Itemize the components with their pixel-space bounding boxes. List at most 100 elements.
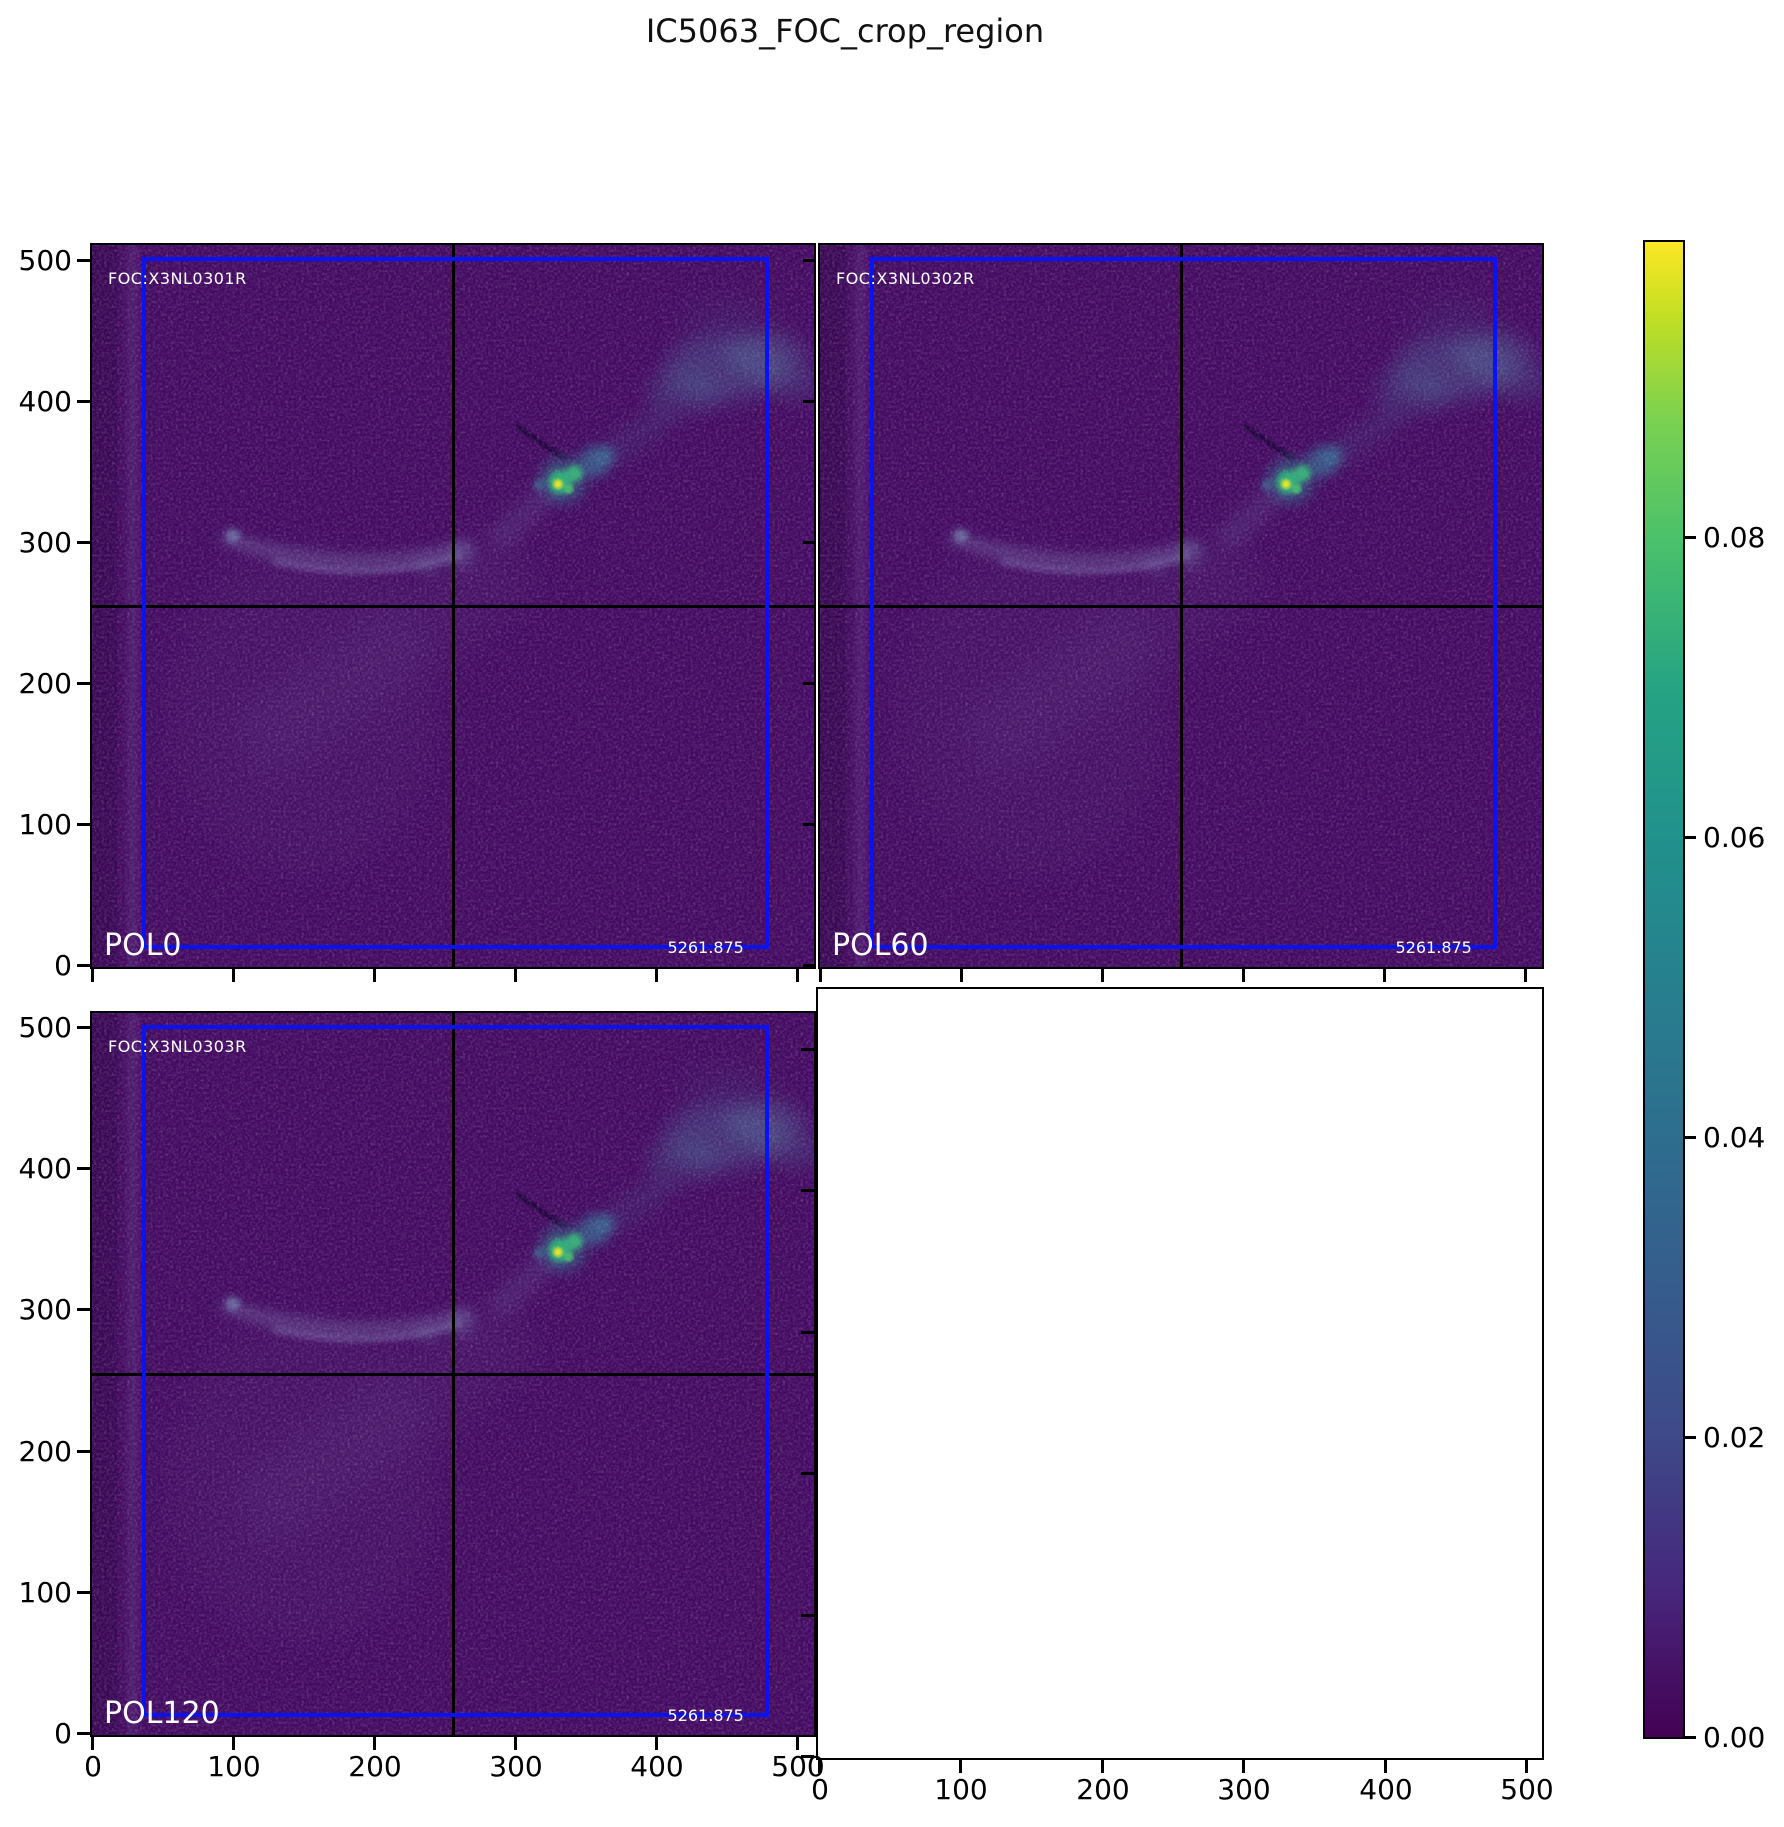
y-tick-mark xyxy=(801,1472,814,1475)
x-tick-mark xyxy=(1101,1760,1104,1773)
y-tick-mark xyxy=(77,1026,90,1029)
y-tick-mark xyxy=(801,1755,814,1758)
y-tick-mark xyxy=(77,259,90,262)
exposure-id-label: FOC:X3NL0301R xyxy=(108,269,247,288)
colorbar-tick-label: 0.08 xyxy=(1703,521,1766,554)
x-tick-mark xyxy=(1384,1760,1387,1773)
y-tick-mark xyxy=(77,1732,90,1735)
x-tick-mark xyxy=(232,1737,235,1750)
crosshair-horizontal xyxy=(92,1372,814,1376)
panel-pol0: FOC:X3NL0301R POL0 5261.875 xyxy=(90,243,816,969)
y-tick-mark xyxy=(77,1167,90,1170)
x-tick-mark xyxy=(1383,969,1386,982)
crop-region-box xyxy=(869,256,1497,950)
pol-angle-label: POL120 xyxy=(104,1696,220,1731)
y-tick-mark xyxy=(77,541,90,544)
x-tick-mark xyxy=(818,1760,821,1773)
y-tick-mark xyxy=(77,1591,90,1594)
x-tick-mark xyxy=(1242,1760,1245,1773)
x-tick-mark xyxy=(91,1737,94,1750)
y-tick-mark xyxy=(803,682,816,685)
x-tick-mark xyxy=(1524,969,1527,982)
y-tick-mark xyxy=(803,964,816,967)
colorbar-tick-label: 0.00 xyxy=(1703,1721,1766,1754)
x-tick-label: 200 xyxy=(1076,1773,1130,1806)
y-tick-label: 200 xyxy=(18,1435,72,1468)
y-tick-label: 400 xyxy=(18,1152,72,1185)
figure-title: IC5063_FOC_crop_region xyxy=(645,12,1045,50)
y-tick-label: 200 xyxy=(18,667,72,700)
x-tick-mark xyxy=(655,1737,658,1750)
x-tick-mark xyxy=(796,969,799,982)
panel-pol60: FOC:X3NL0302R POL60 5261.875 xyxy=(818,243,1544,969)
y-tick-mark xyxy=(801,1331,814,1334)
x-tick-label: 0 xyxy=(84,1750,102,1783)
y-tick-label: 500 xyxy=(18,1011,72,1044)
x-tick-mark xyxy=(959,1760,962,1773)
colorbar-tick-mark xyxy=(1683,1736,1696,1739)
panel-pol120: FOC:X3NL0303R POL120 5261.875 xyxy=(90,1011,816,1737)
y-tick-label: 100 xyxy=(18,1576,72,1609)
x-tick-label: 100 xyxy=(207,1750,261,1783)
x-tick-mark xyxy=(796,1737,799,1750)
x-tick-mark xyxy=(514,1737,517,1750)
x-tick-mark xyxy=(373,969,376,982)
y-tick-mark xyxy=(803,400,816,403)
x-tick-mark xyxy=(373,1737,376,1750)
y-tick-label: 500 xyxy=(18,244,72,277)
x-tick-mark xyxy=(819,969,822,982)
x-tick-label: 200 xyxy=(348,1750,402,1783)
x-tick-label: 500 xyxy=(1500,1773,1554,1806)
x-tick-mark xyxy=(1525,1760,1528,1773)
exptime-label: 5261.875 xyxy=(667,1706,744,1725)
x-tick-label: 0 xyxy=(811,1773,829,1806)
x-tick-label: 300 xyxy=(489,1750,543,1783)
x-tick-label: 100 xyxy=(934,1773,988,1806)
colorbar xyxy=(1643,240,1685,1739)
x-tick-mark xyxy=(1101,969,1104,982)
y-tick-label: 300 xyxy=(18,1293,72,1326)
y-tick-mark xyxy=(801,1614,814,1617)
x-tick-label: 400 xyxy=(1359,1773,1413,1806)
y-tick-mark xyxy=(77,823,90,826)
y-tick-mark xyxy=(803,259,816,262)
crosshair-horizontal xyxy=(92,604,814,608)
x-tick-mark xyxy=(1242,969,1245,982)
x-tick-mark xyxy=(232,969,235,982)
colorbar-tick-label: 0.02 xyxy=(1703,1421,1766,1454)
x-tick-mark xyxy=(960,969,963,982)
y-tick-mark xyxy=(77,1450,90,1453)
pol-angle-label: POL60 xyxy=(832,928,929,963)
crosshair-horizontal xyxy=(820,604,1542,608)
pol-angle-label: POL0 xyxy=(104,928,182,963)
x-tick-label: 500 xyxy=(771,1750,825,1783)
y-tick-label: 300 xyxy=(18,526,72,559)
y-tick-label: 0 xyxy=(54,1717,72,1750)
y-tick-mark xyxy=(77,400,90,403)
y-tick-mark xyxy=(803,823,816,826)
colorbar-tick-label: 0.04 xyxy=(1703,1121,1766,1154)
x-tick-mark xyxy=(514,969,517,982)
exptime-label: 5261.875 xyxy=(1395,938,1472,957)
colorbar-tick-mark xyxy=(1683,1436,1696,1439)
exposure-id-label: FOC:X3NL0303R xyxy=(108,1037,247,1056)
y-tick-label: 100 xyxy=(18,808,72,841)
y-tick-mark xyxy=(801,1189,814,1192)
colorbar-tick-mark xyxy=(1683,1136,1696,1139)
y-tick-mark xyxy=(803,541,816,544)
x-tick-mark xyxy=(91,969,94,982)
x-tick-label: 300 xyxy=(1217,1773,1271,1806)
crop-region-box xyxy=(141,1024,769,1718)
y-tick-mark xyxy=(77,1308,90,1311)
colorbar-tick-mark xyxy=(1683,836,1696,839)
exptime-label: 5261.875 xyxy=(667,938,744,957)
x-tick-label: 400 xyxy=(630,1750,684,1783)
y-tick-mark xyxy=(801,1048,814,1051)
exposure-id-label: FOC:X3NL0302R xyxy=(836,269,975,288)
crop-region-box xyxy=(141,256,769,950)
y-tick-mark xyxy=(77,682,90,685)
colorbar-tick-mark xyxy=(1683,536,1696,539)
y-tick-label: 400 xyxy=(18,385,72,418)
y-tick-label: 0 xyxy=(54,949,72,982)
